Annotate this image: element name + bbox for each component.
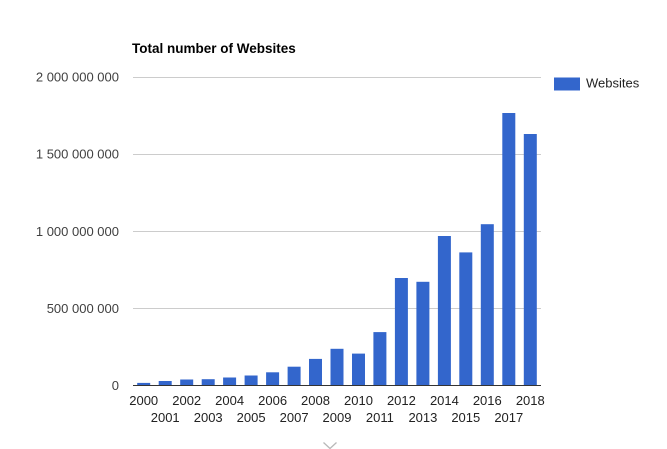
svg-text:2011: 2011 (366, 410, 394, 425)
svg-text:2015: 2015 (451, 410, 480, 425)
svg-text:Total number of Websites: Total number of Websites (132, 41, 296, 56)
svg-text:Websites: Websites (586, 76, 640, 91)
svg-text:2003: 2003 (194, 410, 223, 425)
svg-text:2012: 2012 (387, 393, 416, 408)
svg-text:2002: 2002 (172, 393, 201, 408)
svg-text:2005: 2005 (237, 410, 266, 425)
svg-text:2009: 2009 (323, 410, 352, 425)
svg-text:1 500 000 000: 1 500 000 000 (36, 147, 119, 162)
svg-text:2000: 2000 (129, 393, 158, 408)
svg-text:2010: 2010 (344, 393, 373, 408)
svg-text:2016: 2016 (473, 393, 502, 408)
svg-text:2013: 2013 (408, 410, 437, 425)
svg-text:2001: 2001 (151, 410, 180, 425)
svg-text:500 000 000: 500 000 000 (47, 301, 119, 316)
svg-text:2 000 000 000: 2 000 000 000 (36, 70, 119, 85)
svg-text:0: 0 (112, 378, 119, 393)
svg-text:2014: 2014 (430, 393, 459, 408)
svg-text:1 000 000 000: 1 000 000 000 (36, 224, 119, 239)
svg-text:2004: 2004 (215, 393, 244, 408)
svg-text:2017: 2017 (494, 410, 523, 425)
svg-text:2007: 2007 (280, 410, 309, 425)
svg-text:2008: 2008 (301, 393, 330, 408)
svg-text:2006: 2006 (258, 393, 287, 408)
svg-text:2018: 2018 (516, 393, 545, 408)
